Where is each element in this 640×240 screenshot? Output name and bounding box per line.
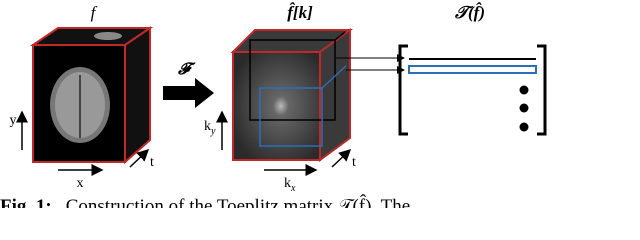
axis-label: x xyxy=(77,176,84,191)
caption-text: Construction of the Toeplitz matrix 𝒯(f̂… xyxy=(66,194,410,208)
axis-label-sub: y xyxy=(210,126,216,137)
t-axis-arrow xyxy=(331,148,352,168)
image-label: f xyxy=(91,3,98,22)
t-axis-arrow xyxy=(129,148,150,168)
axis-label-sub: x xyxy=(290,183,296,194)
page: f y x t 𝓕 f̂[k] ky kx t 𝒯(f̂) Fig. 1: Con… xyxy=(0,2,547,217)
caption: Fig. 1: Construction of the Toeplitz matr… xyxy=(0,194,410,208)
axis-label-base: k xyxy=(284,176,291,191)
axis-label: kx xyxy=(284,176,296,194)
axis-label: t xyxy=(352,155,356,170)
fourier-label: 𝓕 xyxy=(177,61,196,78)
toeplitz-label: 𝒯(f̂) xyxy=(454,2,485,22)
axis-label: t xyxy=(150,155,154,170)
axis-label-base: k xyxy=(204,119,211,134)
fourier-arrow xyxy=(163,78,214,108)
image-cube xyxy=(29,26,154,165)
caption-label: Fig. 1: xyxy=(0,196,52,208)
axis-label: y xyxy=(10,113,17,128)
figure: f y x t 𝓕 f̂[k] ky kx t 𝒯(f̂) Fig. 1: Con… xyxy=(0,2,547,217)
toeplitz-matrix xyxy=(398,44,547,136)
kspace-label: f̂[k] xyxy=(287,2,313,22)
axis-label: ky xyxy=(204,119,216,137)
kspace-cube xyxy=(230,28,354,162)
